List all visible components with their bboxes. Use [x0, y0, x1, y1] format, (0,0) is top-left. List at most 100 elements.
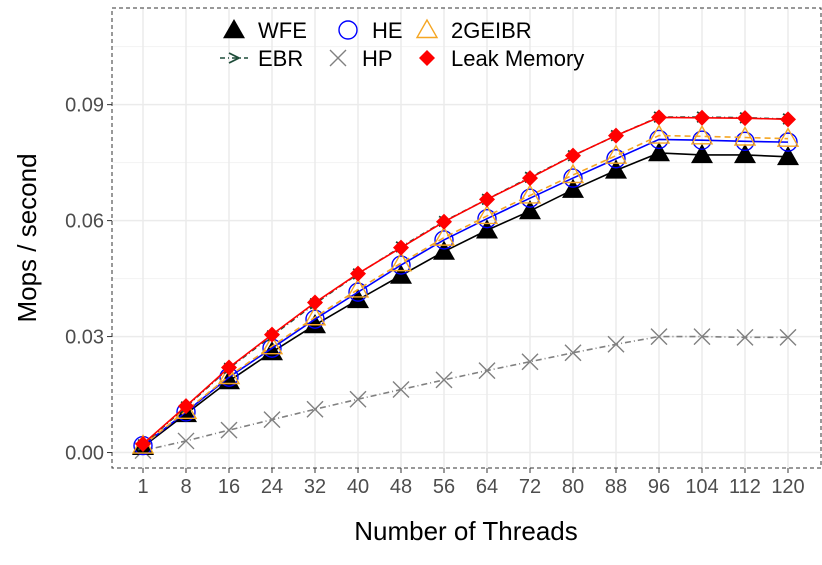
- data-point-wfe: [605, 159, 627, 179]
- x-tick-label: 1: [137, 476, 148, 498]
- x-axis: 1 8 16 24 32 40 48 56 64 72 80 88 96 104 112 120: [137, 468, 805, 498]
- data-point-he: [348, 282, 368, 302]
- data-point-2geibr: [690, 124, 714, 145]
- data-point-he: [563, 168, 583, 188]
- data-point-leak-memory: [264, 326, 280, 343]
- data-point-leak-memory: [565, 147, 581, 164]
- data-point-2geibr: [217, 364, 241, 385]
- data-point-hp: [220, 421, 238, 439]
- data-point-hp: [306, 400, 324, 418]
- data-point-wfe: [562, 178, 584, 198]
- legend-marker-he: [338, 20, 358, 40]
- legend-item-wfe: WFE: [223, 18, 307, 43]
- x-tick-label: 112: [729, 476, 761, 498]
- series-hp: [134, 328, 797, 460]
- data-point-leak-memory: [350, 265, 366, 282]
- legend-marker-2geibr: [415, 18, 439, 39]
- data-point-2geibr: [561, 163, 585, 184]
- x-axis-title: Number of Threads: [354, 516, 578, 546]
- data-point-leak-memory: [651, 109, 667, 126]
- series-he: [133, 129, 798, 456]
- data-point-wfe: [691, 143, 713, 164]
- data-point-2geibr: [303, 305, 327, 326]
- data-point-he: [520, 188, 540, 208]
- data-point-leak-memory: [694, 109, 710, 126]
- series-line-ebr: [142, 116, 789, 446]
- data-point-he: [434, 230, 454, 250]
- data-point-hp: [650, 328, 668, 346]
- data-point-2geibr: [432, 226, 456, 246]
- grid-minor: [112, 46, 821, 396]
- data-point-hp: [779, 328, 797, 346]
- data-point-he: [735, 131, 755, 152]
- grid-major: [112, 8, 821, 468]
- data-point-leak-memory: [522, 170, 538, 187]
- series-wfe: [132, 141, 799, 455]
- series-2geibr: [131, 124, 800, 454]
- data-point-he: [606, 149, 626, 169]
- data-point-hp: [693, 328, 711, 346]
- legend-marker-wfe: [223, 19, 245, 39]
- x-tick-label: 104: [685, 476, 718, 498]
- data-point-leak-memory: [780, 111, 796, 128]
- legend-marker-leak-memory: [419, 50, 435, 66]
- legend-marker-ebr: [228, 52, 242, 64]
- data-point-hp: [392, 381, 410, 399]
- data-point-wfe: [347, 288, 369, 309]
- data-point-hp: [263, 411, 281, 429]
- data-point-2geibr: [475, 204, 499, 225]
- x-tick-label: 56: [433, 476, 455, 498]
- x-tick-label: 72: [519, 476, 541, 498]
- data-point-he: [391, 255, 411, 275]
- x-tick-label: 32: [304, 476, 326, 498]
- x-tick-label: 64: [476, 476, 498, 498]
- data-point-wfe: [476, 219, 498, 239]
- data-point-wfe: [777, 145, 799, 166]
- data-point-leak-memory: [393, 239, 409, 256]
- x-tick-label: 120: [771, 476, 804, 498]
- legend-item-leak-memory: Leak Memory: [419, 46, 584, 71]
- y-tick-label: 0.09: [65, 95, 104, 117]
- legend-item-ebr: EBR: [220, 46, 303, 71]
- data-point-he: [477, 208, 497, 229]
- y-axis: 0.00 0.03 0.06 0.09: [65, 95, 112, 465]
- data-point-leak-memory: [479, 191, 495, 208]
- legend-item-2geibr: 2GEIBR: [415, 18, 532, 43]
- y-tick-label: 0.03: [65, 327, 104, 349]
- x-tick-label: 8: [180, 476, 191, 498]
- data-point-leak-memory: [737, 110, 753, 127]
- y-axis-title: Mops / second: [12, 153, 42, 322]
- data-point-leak-memory: [178, 398, 194, 415]
- legend-label-he: HE: [372, 18, 403, 43]
- series-layer: [131, 109, 800, 460]
- data-point-leak-memory: [608, 127, 624, 144]
- data-point-2geibr: [260, 334, 284, 355]
- legend-label-hp: HP: [362, 46, 393, 71]
- data-point-hp: [349, 390, 367, 408]
- data-point-hp: [521, 353, 539, 371]
- data-point-hp: [607, 335, 625, 353]
- x-tick-label: 16: [218, 476, 240, 498]
- data-point-leak-memory: [221, 359, 237, 376]
- y-tick-label: 0.00: [65, 443, 104, 465]
- series-line-2geibr: [142, 134, 789, 447]
- x-tick-label: 96: [648, 476, 670, 498]
- x-tick-label: 80: [562, 476, 584, 498]
- data-point-wfe: [304, 313, 326, 334]
- data-point-he: [692, 130, 712, 150]
- legend-item-hp: HP: [329, 46, 393, 71]
- series-line-he: [142, 138, 789, 447]
- data-point-2geibr: [604, 144, 628, 164]
- data-point-hp: [177, 432, 195, 450]
- series-line-leak-memory: [142, 116, 789, 445]
- plot-panel-border: [111, 7, 822, 469]
- legend-label-leak-memory: Leak Memory: [451, 46, 584, 71]
- series-line-hp: [142, 335, 788, 452]
- data-point-leak-memory: [436, 213, 452, 230]
- legend: WFE HE 2GEIBR EBR HP Leak Memory: [220, 18, 584, 71]
- data-point-wfe: [433, 240, 455, 260]
- data-point-wfe: [648, 141, 670, 162]
- data-point-2geibr: [776, 127, 800, 147]
- y-tick-label: 0.06: [65, 211, 104, 233]
